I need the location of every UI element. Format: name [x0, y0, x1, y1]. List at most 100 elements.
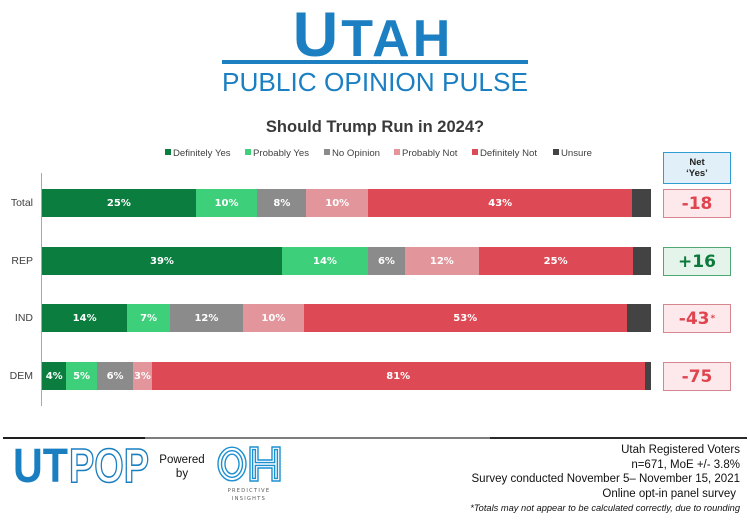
legend-swatch	[324, 149, 330, 155]
data-label: 6%	[377, 255, 395, 267]
utpop-logo-outline: POP	[69, 445, 149, 485]
survey-info: Utah Registered Voters n=671, MoE +/- 3.…	[410, 443, 740, 516]
bar-row-rep: 39% 14% 6% 12% 25%	[42, 247, 651, 275]
data-label: 43%	[488, 197, 513, 209]
legend-label: No Opinion	[332, 148, 380, 159]
chart-title: Should Trump Run in 2024?	[265, 118, 485, 136]
bar-segment-probably-yes: 5%	[66, 362, 97, 390]
net-yes-value: +16	[678, 251, 716, 272]
bar-segment-definitely-yes: 39%	[42, 247, 282, 275]
utpop-logo: UT POP	[13, 445, 150, 485]
powered-by-label: Powered by	[159, 454, 205, 480]
bar-segment-definitely-yes: 14%	[42, 304, 128, 332]
bar-segment-probably-not: 12%	[404, 247, 479, 275]
bar-segment-unsure	[632, 247, 651, 275]
net-yes-note-marker: *	[710, 313, 716, 324]
bar-segment-probably-not: 10%	[306, 189, 368, 217]
survey-population: Utah Registered Voters	[621, 444, 740, 456]
legend-swatch	[394, 149, 400, 155]
bar-segment-no-opinion: 12%	[169, 304, 243, 332]
bar-row-ind: 14% 7% 12% 10% 53%	[42, 304, 651, 332]
bar-segment-definitely-not: 43%	[367, 189, 633, 217]
legend-item-definitely-not: Definitely Not	[472, 148, 537, 160]
net-yes-value: -18	[681, 193, 713, 214]
bar-segment-probably-yes: 7%	[127, 304, 170, 332]
data-label: 39%	[149, 255, 174, 267]
data-label: 25%	[543, 255, 568, 267]
logo-underline	[222, 60, 528, 64]
logo-utah: UTAH	[293, 0, 454, 70]
data-label: 14%	[72, 312, 97, 324]
legend-item-unsure: Unsure	[553, 148, 592, 160]
row-label: DEM	[9, 370, 33, 382]
bar-row-total: 25% 10% 8% 10% 43%	[42, 189, 651, 217]
footer-divider	[145, 437, 490, 439]
data-label: 6%	[106, 370, 124, 382]
bar-segment-unsure	[626, 304, 651, 332]
row-label: Total	[10, 197, 33, 209]
net-yes-header-line1: Net	[689, 157, 705, 168]
net-yes-header-line2: ‘Yes’	[686, 168, 708, 179]
net-yes-value: -43	[678, 308, 710, 329]
bar-row-dem: 4% 5% 6% 3% 81%	[42, 362, 651, 390]
y-axis-line	[41, 173, 42, 406]
survey-sample-size: n=671, MoE +/- 3.8%	[631, 458, 740, 471]
legend-label: Unsure	[561, 148, 592, 159]
data-label: 81%	[386, 370, 411, 382]
data-label: 7%	[140, 312, 158, 324]
footer-divider	[490, 437, 747, 439]
logo-subtitle: PUBLIC OPINION PULSE	[222, 67, 528, 97]
bar-segment-definitely-not: 53%	[303, 304, 627, 332]
bar-segment-probably-yes: 10%	[195, 189, 258, 217]
bar-segment-no-opinion: 6%	[96, 362, 134, 390]
row-label: REP	[11, 255, 33, 267]
bar-segment-unsure	[644, 362, 651, 390]
survey-method: Online opt-in panel survey	[602, 487, 736, 500]
net-yes-header: Net ‘Yes’	[663, 152, 731, 184]
partner-name-line2: INSIGHTS	[231, 495, 267, 502]
data-label: 12%	[429, 255, 454, 267]
legend-label: Probably Yes	[253, 148, 310, 159]
footnote: *Totals may not appear to be calculated …	[470, 503, 740, 513]
data-label: 14%	[312, 255, 337, 267]
legend-swatch	[165, 149, 171, 155]
legend-swatch	[472, 149, 478, 155]
bar-segment-probably-yes: 14%	[281, 247, 369, 275]
bar-segment-no-opinion: 8%	[257, 189, 307, 217]
predictive-insights-name: PREDICTIVE INSIGHTS	[212, 488, 286, 503]
legend-swatch	[553, 149, 559, 155]
legend-item-definitely-yes: Definitely Yes	[165, 148, 231, 160]
net-yes-value-box: -75	[663, 362, 731, 391]
data-label: 8%	[273, 197, 291, 209]
row-label: IND	[14, 312, 33, 324]
bar-segment-probably-not: 3%	[133, 362, 152, 390]
data-label: 10%	[325, 197, 350, 209]
bar-segment-definitely-yes: 4%	[42, 362, 67, 390]
legend-label: Definitely Not	[480, 148, 538, 159]
net-yes-value-box: +16	[663, 247, 731, 276]
net-yes-value-box: -43 *	[663, 304, 731, 333]
net-yes-value: -75	[681, 366, 713, 387]
net-yes-value-box: -18	[663, 189, 731, 218]
data-label: 53%	[453, 312, 478, 324]
legend-item-probably-not: Probably Not	[394, 148, 457, 160]
footer-divider	[3, 437, 145, 439]
survey-dates: Survey conducted November 5– November 15…	[471, 473, 741, 485]
oh-predictive-insights-logo	[217, 446, 281, 482]
data-label: 5%	[73, 370, 91, 382]
bar-segment-definitely-not: 81%	[151, 362, 645, 390]
legend-item-probably-yes: Probably Yes	[245, 148, 309, 160]
partner-name-line1: PREDICTIVE	[227, 488, 271, 494]
legend-item-no-opinion: No Opinion	[324, 148, 380, 160]
data-label: 25%	[106, 197, 131, 209]
data-label: 4%	[45, 370, 63, 382]
data-label: 10%	[214, 197, 239, 209]
legend-swatch	[245, 149, 251, 155]
legend-label: Probably Not	[402, 148, 458, 159]
bar-segment-probably-not: 10%	[242, 304, 304, 332]
bar-segment-definitely-not: 25%	[478, 247, 633, 275]
legend-label: Definitely Yes	[173, 148, 231, 159]
bar-segment-unsure	[632, 189, 651, 217]
data-label: 12%	[194, 312, 219, 324]
